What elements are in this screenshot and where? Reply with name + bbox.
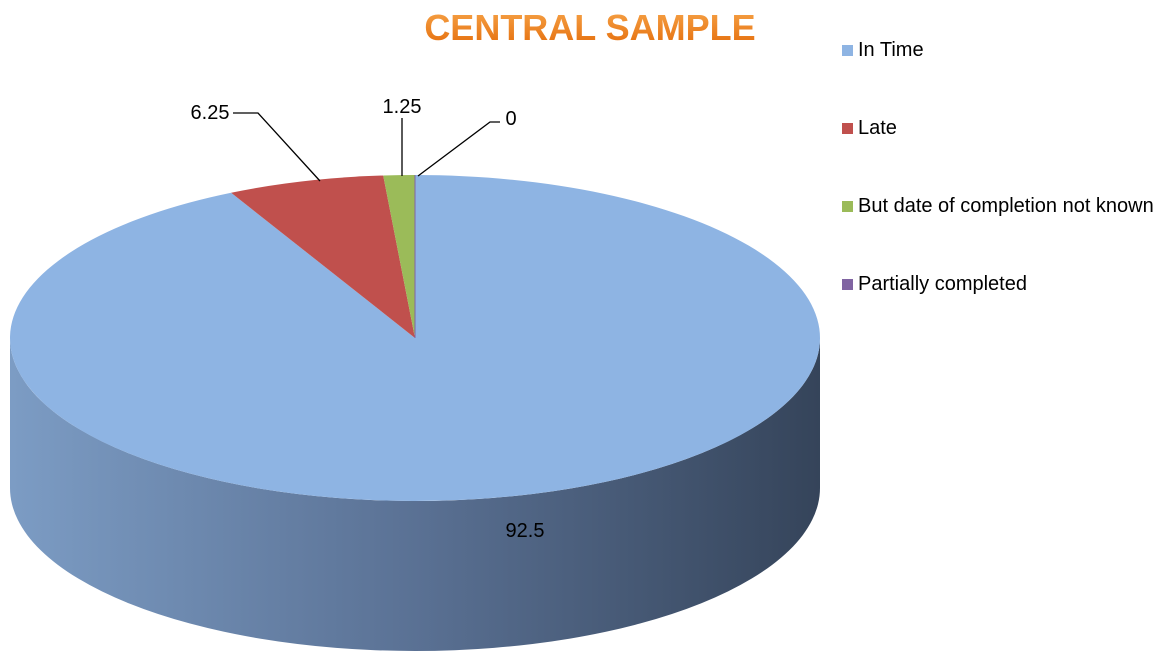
pie-slice bbox=[231, 175, 415, 338]
legend-swatch bbox=[842, 45, 853, 56]
legend-label: But date of completion not known bbox=[858, 195, 1154, 217]
pie-side bbox=[10, 338, 820, 651]
legend-item: Partially completed bbox=[842, 270, 1162, 298]
data-label: 0 bbox=[505, 108, 516, 130]
legend-swatch bbox=[842, 279, 853, 290]
legend-swatch bbox=[842, 123, 853, 134]
data-label: 92.5 bbox=[506, 520, 545, 542]
legend-label: Partially completed bbox=[858, 273, 1027, 295]
pie-slice bbox=[383, 175, 415, 338]
legend-item: But date of completion not known bbox=[842, 192, 1162, 220]
legend-label: Late bbox=[858, 117, 897, 139]
leader-line bbox=[417, 121, 500, 177]
chart-title: CENTRAL SAMPLE bbox=[424, 7, 755, 48]
legend-item: In Time bbox=[842, 36, 1162, 64]
legend-swatch bbox=[842, 201, 853, 212]
data-label: 6.25 bbox=[191, 102, 230, 124]
data-label: 1.25 bbox=[383, 96, 422, 118]
legend-item: Late bbox=[842, 114, 1162, 142]
leader-line bbox=[233, 112, 321, 182]
legend-label: In Time bbox=[858, 39, 924, 61]
pie bbox=[9, 175, 820, 651]
